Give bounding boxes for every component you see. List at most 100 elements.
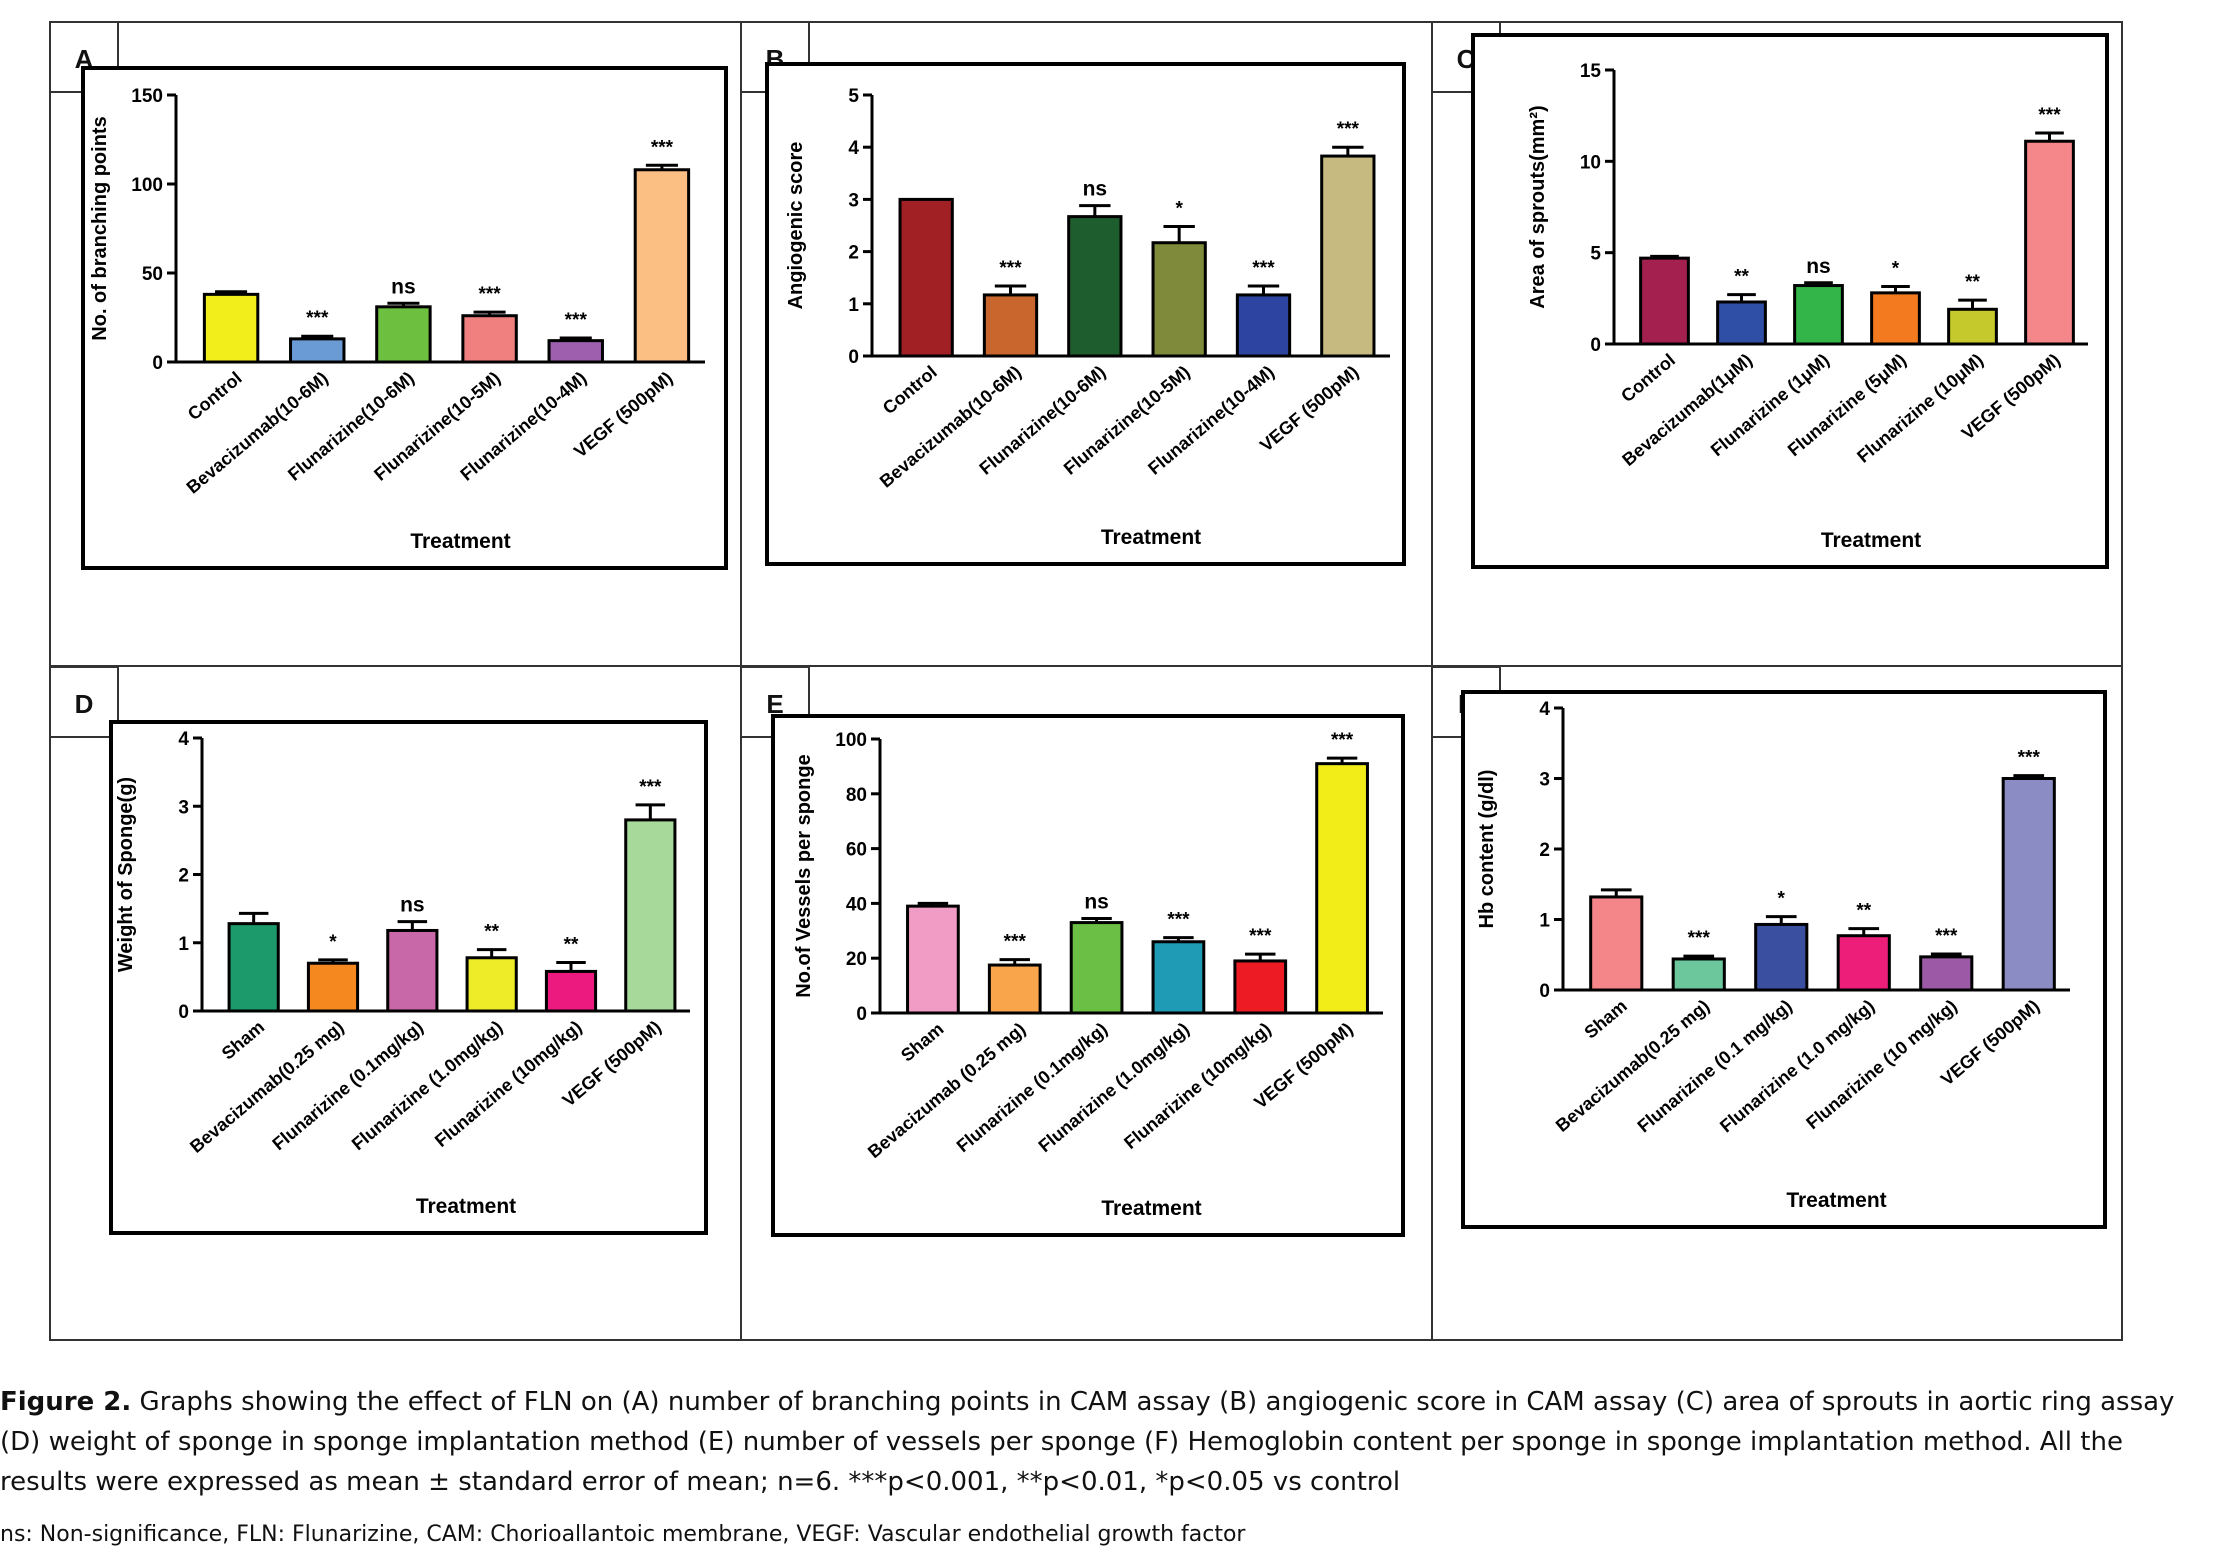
- bar-5: [547, 339, 604, 364]
- y-tick-label: 10: [1580, 152, 1601, 173]
- significance-label: ***: [1935, 926, 1958, 947]
- chart-border: [1471, 33, 2109, 569]
- bar-1: [906, 904, 960, 1015]
- bar-6: [1320, 154, 1376, 358]
- significance-label: ns: [1806, 255, 1831, 278]
- significance-label: ***: [1252, 258, 1275, 279]
- significance-label: ***: [2018, 748, 2041, 769]
- figure-caption: Figure 2. Graphs showing the effect of F…: [0, 1382, 2215, 1502]
- y-tick-label: 4: [178, 729, 189, 750]
- x-axis-label: Treatment: [1786, 1189, 1886, 1212]
- bar-4: [465, 956, 518, 1013]
- y-tick-label: 5: [1590, 244, 1601, 265]
- significance-label: ***: [478, 284, 501, 305]
- y-tick-label: 4: [1539, 699, 1550, 720]
- y-tick-label: 0: [152, 353, 163, 374]
- significance-label: **: [564, 935, 579, 956]
- significance-label: ***: [651, 137, 674, 158]
- y-axis-label: Hb content (g/dl): [1476, 770, 1498, 929]
- bar-2: [306, 961, 360, 1013]
- bar-3: [1067, 215, 1123, 358]
- significance-label: **: [1856, 901, 1871, 922]
- bar-2: [987, 963, 1042, 1015]
- y-tick-label: 0: [848, 347, 859, 368]
- y-axis-label: Area of sprouts(mm²): [1527, 105, 1549, 308]
- panel-label: E: [766, 689, 783, 719]
- y-tick-label: 1: [848, 295, 859, 316]
- significance-label: *: [329, 932, 337, 953]
- significance-label: ***: [1167, 910, 1190, 931]
- y-tick-label: 0: [856, 1004, 867, 1025]
- x-axis-label: Treatment: [1101, 1197, 1201, 1220]
- y-tick-label: 2: [1539, 840, 1550, 861]
- bar-6: [2024, 139, 2075, 346]
- y-tick-label: 40: [846, 894, 867, 915]
- significance-label: ns: [1084, 890, 1109, 913]
- bar-3: [386, 928, 439, 1013]
- bar-5: [1233, 959, 1288, 1015]
- bar-6: [633, 168, 691, 364]
- significance-label: ***: [1688, 928, 1711, 949]
- significance-label: ***: [1249, 926, 1272, 947]
- y-tick-label: 3: [178, 797, 189, 818]
- y-tick-label: 80: [846, 785, 867, 806]
- bar-2: [289, 337, 346, 364]
- bar-6: [1315, 762, 1369, 1015]
- significance-label: ns: [391, 275, 416, 298]
- bar-4: [1151, 241, 1207, 358]
- bar-4: [461, 314, 518, 364]
- y-tick-label: 100: [131, 175, 163, 196]
- y-tick-label: 3: [1539, 770, 1550, 791]
- significance-label: ***: [999, 258, 1022, 279]
- y-tick-label: 150: [131, 86, 163, 107]
- significance-label: ***: [1331, 730, 1354, 751]
- y-tick-label: 60: [846, 840, 867, 861]
- y-axis-label: No.of Vessels per sponge: [793, 754, 815, 997]
- significance-label: *: [1175, 199, 1183, 220]
- bar-2: [982, 293, 1039, 358]
- significance-label: ns: [1083, 178, 1108, 201]
- panel-label-box: [49, 666, 119, 738]
- y-tick-label: 5: [848, 86, 859, 107]
- significance-label: **: [1734, 267, 1749, 288]
- y-tick-label: 1: [178, 934, 189, 955]
- significance-label: ***: [565, 310, 588, 331]
- y-axis-label: Weight of Sponge(g): [115, 777, 137, 972]
- x-axis-label: Treatment: [416, 1195, 516, 1218]
- x-axis-label: Treatment: [1821, 529, 1921, 552]
- significance-label: ns: [400, 894, 425, 917]
- x-axis-label: Treatment: [410, 530, 510, 553]
- bar-4: [1151, 940, 1206, 1015]
- y-tick-label: 50: [142, 264, 163, 285]
- y-tick-label: 0: [178, 1002, 189, 1023]
- bar-3: [375, 305, 432, 364]
- bar-1: [1639, 256, 1690, 346]
- bar-1: [227, 922, 280, 1013]
- bar-3: [1793, 284, 1844, 346]
- significance-label: ***: [1004, 932, 1027, 953]
- significance-label: **: [1965, 272, 1980, 293]
- bar-5: [544, 969, 598, 1013]
- y-tick-label: 0: [1539, 981, 1550, 1002]
- panel-label: C: [1457, 44, 1476, 74]
- bar-5: [1919, 955, 1974, 992]
- significance-label: ***: [639, 777, 662, 798]
- bar-4: [1870, 291, 1921, 346]
- bar-3: [1069, 921, 1124, 1015]
- caption-text: Graphs showing the effect of FLN on (A) …: [0, 1387, 2175, 1497]
- caption-label: Figure 2.: [0, 1387, 132, 1417]
- y-tick-label: 1: [1539, 911, 1550, 932]
- abbreviation-note: ns: Non-significance, FLN: Flunarizine, …: [0, 1522, 1246, 1547]
- y-tick-label: 15: [1580, 61, 1602, 82]
- bar-5: [1235, 293, 1292, 358]
- y-tick-label: 100: [835, 730, 867, 751]
- bar-1: [202, 292, 260, 364]
- y-tick-label: 4: [848, 138, 859, 159]
- y-axis-label: Angiogenic score: [785, 142, 807, 310]
- y-tick-label: 20: [846, 949, 867, 970]
